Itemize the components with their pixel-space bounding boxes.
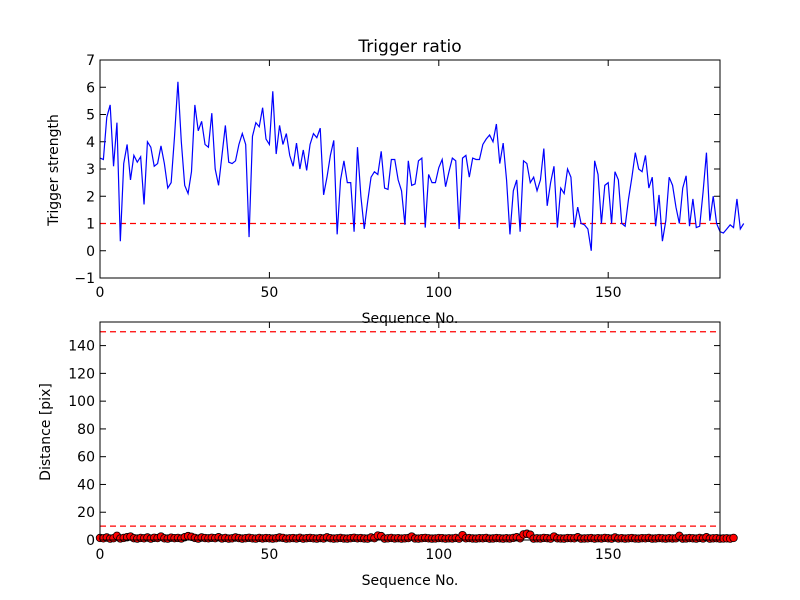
y-tick-label: 140 <box>68 339 95 355</box>
y-axis-label: Distance [pix] <box>38 383 54 481</box>
y-tick-label: 40 <box>77 477 95 493</box>
distance-panel: Sequence No. Distance [pix] 0 50 100 150 0 20… <box>38 321 738 589</box>
y-tick-label: −1 <box>74 271 95 287</box>
threshold-line-group <box>100 331 720 527</box>
trigger-ratio-panel: Trigger ratio Sequence No. Trigger stren… <box>46 37 745 327</box>
data-point <box>729 533 738 543</box>
y-tick-label: 7 <box>86 53 95 69</box>
series-line <box>99 81 745 251</box>
y-tick-label: 60 <box>77 450 95 466</box>
plot-frame <box>99 321 721 541</box>
y-tick-label: 6 <box>86 80 95 96</box>
y-tick-label: 5 <box>86 108 95 124</box>
x-tick-label: 50 <box>260 547 278 563</box>
y-tick-label: 0 <box>86 533 95 549</box>
series-group <box>99 81 745 251</box>
x-axis-label: Sequence No. <box>362 573 459 589</box>
y-tick-label: 3 <box>86 162 95 178</box>
x-tick-label: 0 <box>96 547 105 563</box>
chart-title: Trigger ratio <box>357 37 461 57</box>
y-tick-label: 4 <box>86 135 95 151</box>
x-axis-label: Sequence No. <box>362 311 459 327</box>
x-tick-label: 150 <box>595 547 622 563</box>
x-tick-label: 0 <box>96 285 105 301</box>
y-axis-label: Trigger strength <box>46 114 62 227</box>
x-tick-label: 100 <box>425 285 452 301</box>
series-group <box>95 529 738 543</box>
x-tick-label: 50 <box>260 285 278 301</box>
y-tick-label: 0 <box>86 244 95 260</box>
y-tick-label: 1 <box>86 217 95 233</box>
x-tick-label: 100 <box>425 547 452 563</box>
y-tick-label: 100 <box>68 394 95 410</box>
y-tick-label: 2 <box>86 189 95 205</box>
y-tick-label: 80 <box>77 422 95 438</box>
plot-frame <box>99 59 721 279</box>
y-tick-label: 120 <box>68 366 95 382</box>
x-tick-label: 150 <box>595 285 622 301</box>
y-tick-label: 20 <box>77 505 95 521</box>
tick-group: 0 50 100 150 0 20 40 60 80 100 120 140 <box>68 322 720 563</box>
